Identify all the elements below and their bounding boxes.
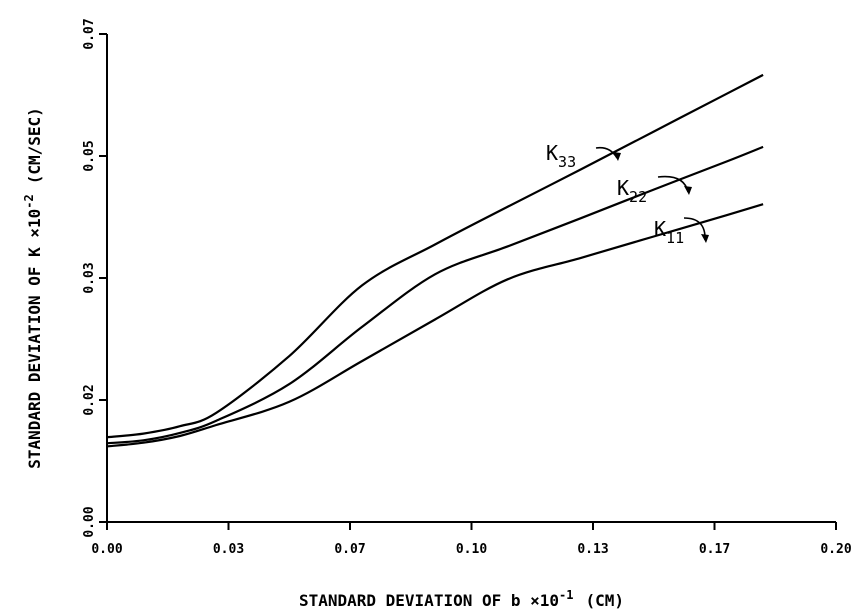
x-tick-label: 0.13 (577, 542, 608, 557)
x-tick-label: 0.20 (820, 542, 851, 557)
x-ticks: 0.00 0.03 0.07 0.10 0.13 0.17 0.20 (91, 522, 852, 557)
series-line-k11 (106, 203, 764, 448)
x-tick-label: 0.17 (699, 542, 730, 557)
x-axis-title-exponent: -1 (559, 588, 573, 602)
series-lines (106, 73, 764, 448)
y-tick-label: 0.05 (82, 140, 97, 171)
x-tick-label: 0.07 (334, 542, 365, 557)
series-label-k33: K33 (546, 141, 576, 171)
x-axis-title-text: STANDARD DEVIATION OF b ×10 (299, 591, 559, 610)
x-tick-label: 0.00 (91, 542, 122, 557)
x-tick-label: 0.03 (213, 542, 244, 557)
y-tick-label: 0.02 (82, 384, 97, 415)
y-tick-label: 0.00 (82, 506, 97, 537)
x-axis-title-unit: (CM) (586, 591, 625, 610)
series-line-k22 (106, 145, 764, 445)
y-tick-label: 0.03 (82, 262, 97, 293)
y-ticks: 0.00 0.02 0.03 0.05 0.07 (82, 18, 107, 538)
axes (106, 34, 836, 523)
arrow-head-icon (684, 186, 692, 195)
y-axis-title-exponent: -2 (22, 194, 36, 208)
x-tick-label: 0.10 (456, 542, 487, 557)
y-axis-title-text: STANDARD DEVIATION OF K ×10 (25, 209, 44, 469)
y-axis-title-unit: (CM/SEC) (25, 107, 44, 184)
series-label-k11: K11 (654, 217, 684, 247)
x-axis-title: STANDARD DEVIATION OF b ×10-1 (CM) (299, 588, 624, 610)
series-line-k33 (106, 73, 764, 439)
y-tick-label: 0.07 (82, 18, 97, 49)
y-axis-title: STANDARD DEVIATION OF K ×10-2 (CM/SEC) (22, 107, 44, 469)
series-label-k22: K22 (617, 176, 647, 206)
arrow-head-icon (613, 152, 621, 161)
arrow-head-icon (701, 234, 709, 243)
